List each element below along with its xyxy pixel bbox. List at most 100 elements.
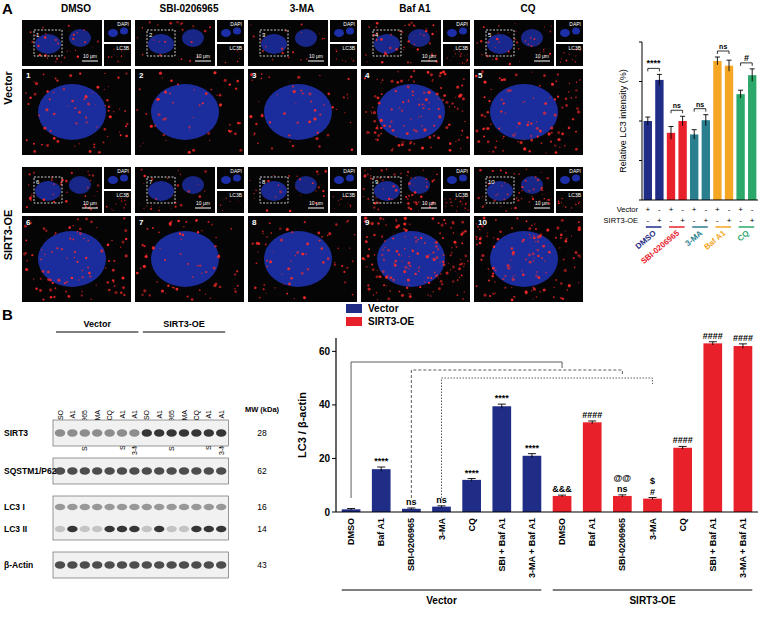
puncta [410,62,411,63]
puncta [313,117,316,120]
puncta [445,101,448,104]
puncta [370,169,371,170]
inset [443,44,470,66]
puncta [463,55,465,57]
puncta [367,255,370,258]
puncta [253,193,254,194]
error-bar [709,342,717,345]
inset-label: LC3B [229,45,242,51]
puncta [505,112,507,114]
puncta [501,98,503,100]
puncta [274,287,275,288]
group-line [669,226,685,228]
significance-label: ns [617,484,628,494]
blot-band [166,429,176,437]
puncta [382,79,384,81]
puncta [351,149,353,151]
puncta [494,281,495,282]
puncta [528,254,531,257]
blot-band [191,504,201,510]
thumbnail [135,167,215,213]
nucleus [560,29,570,37]
bar [713,61,721,200]
puncta [92,174,95,177]
error-bar [750,69,755,82]
nucleus [69,176,91,194]
puncta [346,267,348,269]
puncta [450,254,452,256]
puncta [396,226,399,229]
puncta [439,72,441,74]
puncta [518,192,520,194]
puncta [125,73,127,75]
puncta [192,276,194,278]
puncta [495,47,496,48]
sign: + [680,216,685,225]
puncta [377,134,380,137]
puncta [46,90,48,92]
puncta [518,48,520,50]
puncta [119,198,120,199]
puncta [458,200,460,202]
puncta [140,145,141,146]
bars [644,57,757,200]
puncta [521,270,523,272]
puncta [540,233,542,235]
puncta [50,296,52,298]
puncta [492,59,493,60]
puncta [68,25,70,27]
puncta [421,146,424,149]
puncta [374,254,376,256]
puncta [377,222,379,224]
puncta [122,286,125,289]
puncta [339,204,340,205]
significance-bracket [741,63,753,66]
puncta [426,255,429,258]
puncta [568,127,571,130]
puncta [432,24,434,26]
puncta [180,239,181,240]
puncta [428,91,431,94]
zoom-number: 6 [36,179,40,185]
puncta [559,247,561,249]
blot-band [92,429,102,437]
scale-bar-label: 10 μm [309,200,323,206]
puncta [455,53,456,54]
puncta [275,196,277,198]
bar [690,134,698,200]
error-bar [715,57,720,65]
puncta [383,188,384,189]
puncta [492,273,494,275]
puncta [486,127,489,130]
error-bar [679,446,687,449]
puncta [217,255,220,258]
micrograph: 410 μmDAPILC3B4 [361,20,470,155]
puncta [477,42,479,44]
puncta [209,26,211,28]
puncta [105,267,107,269]
puncta [461,221,464,224]
scale-bar [421,208,437,209]
puncta [142,27,143,28]
puncta [292,145,295,148]
puncta [229,201,230,202]
puncta [463,204,465,206]
puncta [483,135,485,137]
puncta [549,97,550,98]
puncta [119,109,120,110]
puncta [164,259,166,261]
x-tick-label: SBI-0206965 [639,228,681,266]
puncta [106,281,108,283]
puncta [301,32,302,33]
puncta [455,53,457,55]
blot-band [142,504,152,510]
puncta [408,24,411,27]
puncta [81,291,83,293]
puncta [455,244,456,245]
puncta [404,25,406,27]
lane-label: CQ [193,409,201,420]
puncta [380,119,383,122]
puncta [105,105,106,106]
puncta [484,96,486,98]
puncta [427,294,428,295]
